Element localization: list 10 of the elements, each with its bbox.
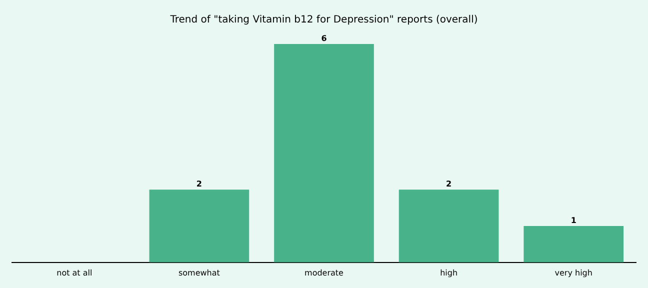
x-tick-label: not at all [56, 268, 92, 278]
data-label: 2 [446, 180, 452, 189]
data-label: 2 [196, 180, 202, 189]
chart-title: Trend of "taking Vitamin b12 for Depression" reports (overall) [169, 14, 478, 26]
x-tick-label: high [440, 268, 458, 278]
data-label: 6 [321, 34, 328, 44]
x-tick-label: somewhat [178, 268, 220, 278]
x-tick-label: moderate [304, 268, 344, 278]
x-tick-label: very high [554, 268, 592, 278]
data-label: 1 [570, 216, 577, 226]
